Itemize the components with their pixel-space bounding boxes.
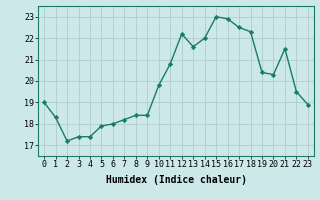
X-axis label: Humidex (Indice chaleur): Humidex (Indice chaleur) <box>106 175 246 185</box>
